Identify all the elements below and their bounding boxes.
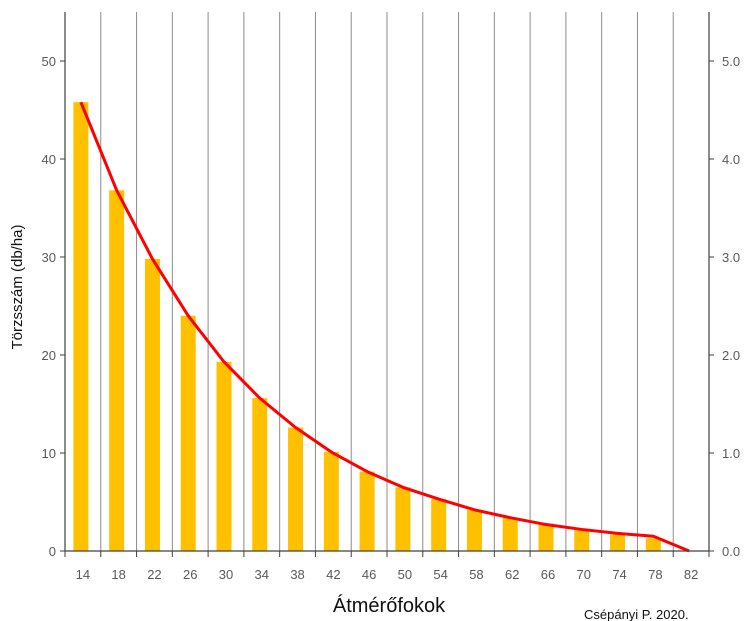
bar: [645, 538, 661, 551]
y2-tick-label: 5.0: [722, 54, 740, 69]
bar: [610, 534, 626, 551]
y-tick-label: 0: [49, 544, 56, 559]
x-axis-label: Átmérőfokok: [333, 594, 446, 617]
y-tick-label: 30: [42, 250, 56, 265]
y-tick-label: 20: [42, 348, 56, 363]
y2-tick-label: 1.0: [722, 446, 740, 461]
x-tick-label: 70: [577, 567, 591, 582]
y-tick-label: 40: [42, 152, 56, 167]
y2-tick-label: 3.0: [722, 250, 740, 265]
x-tick-label: 54: [433, 567, 447, 582]
bars: [73, 102, 661, 552]
x-tick-label: 74: [612, 567, 626, 582]
bar: [574, 529, 590, 551]
x-tick-label: 42: [326, 567, 340, 582]
bar: [144, 258, 160, 551]
bar: [216, 361, 232, 551]
x-tick-label: 58: [469, 567, 483, 582]
bar: [395, 487, 411, 551]
bar: [288, 427, 304, 551]
bar: [502, 517, 518, 551]
x-tick-label: 30: [219, 567, 233, 582]
vertical-gridlines: [100, 12, 674, 551]
bar: [431, 499, 447, 551]
y2-tick-label: 2.0: [722, 348, 740, 363]
bar: [538, 523, 554, 551]
y2-tick-label: 0.0: [722, 544, 740, 559]
x-tick-label: 18: [111, 567, 125, 582]
y-tick-label: 50: [42, 54, 56, 69]
trend-line: [79, 101, 690, 553]
series-line: [79, 101, 690, 553]
bar: [252, 398, 268, 551]
x-tick-label: 22: [147, 567, 161, 582]
x-tick-label: 26: [183, 567, 197, 582]
credit-text: Csépányi P. 2020.: [584, 607, 689, 621]
y-axis-label: Törzsszám (db/ha): [9, 224, 26, 349]
x-tick-label: 66: [541, 567, 555, 582]
bar: [109, 190, 125, 552]
bar: [466, 509, 482, 551]
x-tick-label: 46: [362, 567, 376, 582]
x-tick-label: 38: [290, 567, 304, 582]
bar: [73, 102, 89, 551]
bar: [359, 471, 375, 551]
x-tick-label: 34: [255, 567, 269, 582]
x-tick-label: 14: [76, 567, 90, 582]
x-tick-label: 50: [398, 567, 412, 582]
y2-tick-label: 4.0: [722, 152, 740, 167]
y-tick-label: 10: [42, 446, 56, 461]
x-tick-label: 62: [505, 567, 519, 582]
y-axis-ticks-right: 0.0 1.0 2.0 3.0 4.0 5.0: [709, 54, 740, 559]
y-axis-ticks-left: 0 10 20 30 40 50: [42, 54, 65, 559]
bar: [180, 315, 196, 551]
bar: [323, 452, 339, 551]
x-axis-ticks: 14 18 22 26 30 34 38 42 46 50 54 58 62 66 70 74 78 82: [64, 551, 710, 582]
x-tick-label: 78: [648, 567, 662, 582]
x-tick-label: 82: [684, 567, 698, 582]
